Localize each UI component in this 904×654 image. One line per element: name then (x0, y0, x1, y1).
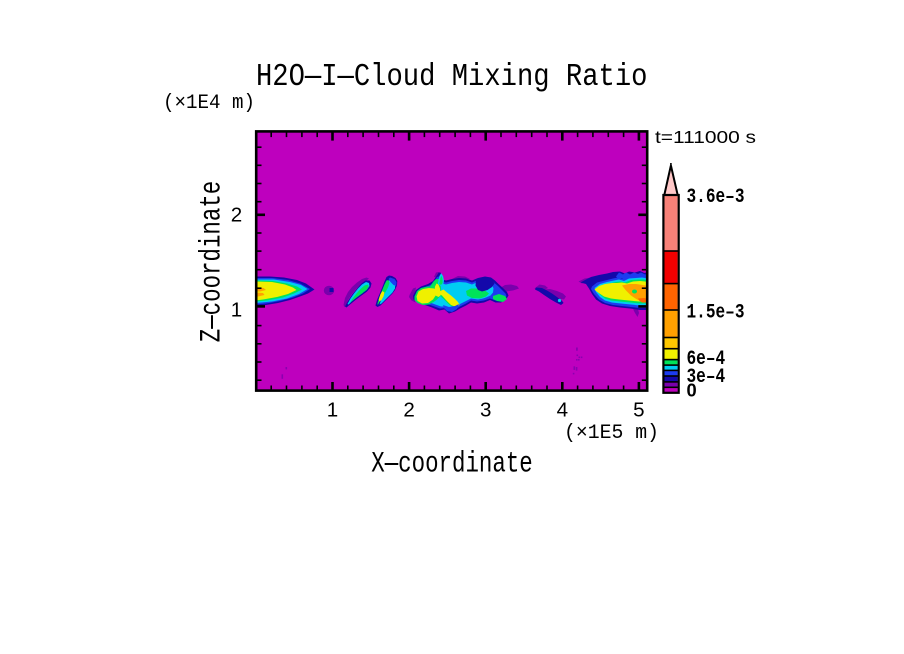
svg-text:3e–4: 3e–4 (687, 366, 726, 389)
svg-text:t=111000 s: t=111000 s (655, 127, 756, 147)
svg-text:5: 5 (633, 399, 644, 422)
svg-text:0: 0 (687, 380, 697, 401)
svg-text:1: 1 (231, 299, 242, 322)
svg-text:H2O—I—Cloud Mixing Ratio: H2O—I—Cloud Mixing Ratio (256, 59, 648, 95)
svg-text:2: 2 (403, 399, 414, 422)
svg-text:1.5e–3: 1.5e–3 (687, 302, 745, 325)
svg-text:(×1E5 m): (×1E5 m) (564, 422, 659, 445)
svg-text:3.6e–3: 3.6e–3 (687, 186, 745, 209)
svg-text:(×1E4 m): (×1E4 m) (163, 92, 255, 115)
svg-text:4: 4 (557, 399, 568, 422)
svg-text:X—coordinate: X—coordinate (371, 447, 533, 481)
svg-text:6e–4: 6e–4 (687, 348, 726, 371)
svg-text:3: 3 (480, 399, 491, 422)
svg-text:Z—coordinate: Z—coordinate (195, 181, 229, 343)
svg-text:1: 1 (327, 399, 338, 422)
svg-text:2: 2 (231, 204, 242, 227)
